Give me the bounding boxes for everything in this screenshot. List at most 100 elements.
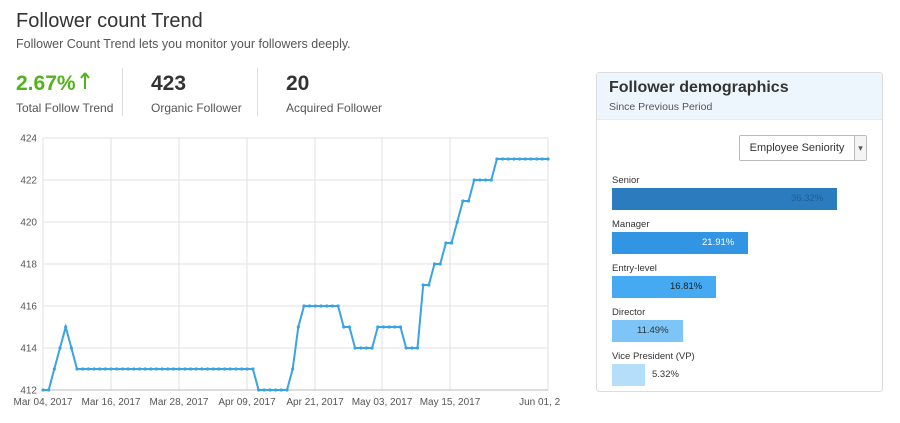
data-point[interactable] [483,178,488,182]
data-point[interactable] [495,157,499,161]
seniority-select[interactable]: Employee Seniority ▾ [739,135,867,161]
data-point[interactable] [257,388,261,392]
data-point[interactable] [461,199,465,203]
data-point[interactable] [52,367,56,371]
data-point[interactable] [523,157,527,161]
y-tick-label: 420 [20,218,37,229]
data-point[interactable] [540,157,544,161]
data-point[interactable] [449,241,454,245]
data-point[interactable] [69,346,73,350]
data-point[interactable] [546,157,550,161]
data-point[interactable] [466,199,471,203]
data-point[interactable] [319,304,323,308]
data-point[interactable] [188,367,193,371]
data-point[interactable] [376,325,380,329]
data-point[interactable] [330,304,334,308]
data-point[interactable] [245,367,249,371]
data-point[interactable] [364,346,369,350]
data-point[interactable] [98,367,102,371]
data-point[interactable] [64,325,68,329]
data-point[interactable] [336,304,340,308]
chevron-down-icon[interactable]: ▾ [854,136,866,160]
data-point[interactable] [291,367,295,371]
data-point[interactable] [296,325,300,329]
data-point[interactable] [325,304,329,308]
data-point[interactable] [506,157,510,161]
data-point[interactable] [75,367,79,371]
data-point[interactable] [132,367,136,371]
data-point[interactable] [274,388,278,392]
data-point[interactable] [535,157,539,161]
data-point[interactable] [149,367,153,371]
demographic-bar[interactable] [612,276,716,298]
follower-trend-svg[interactable]: 412 414 416 418 420 422 424 Mar 04, 2017 Mar 16,… [0,128,560,418]
data-point[interactable] [421,283,425,287]
data-point[interactable] [194,367,198,371]
demographic-bar[interactable] [612,188,837,210]
data-point[interactable] [415,346,420,350]
data-point[interactable] [347,325,352,329]
data-point[interactable] [47,388,51,392]
data-point[interactable] [177,367,181,371]
data-point[interactable] [251,367,255,371]
follower-trend-chart[interactable]: 412 414 416 418 420 422 424 Mar 04, 2017 Mar 16,… [0,128,560,418]
data-point[interactable] [455,220,459,224]
data-point[interactable] [370,346,374,350]
data-point[interactable] [353,346,357,350]
data-point[interactable] [166,367,170,371]
data-point[interactable] [427,283,431,287]
data-point[interactable] [200,367,204,371]
data-point[interactable] [137,367,142,371]
data-point[interactable] [154,367,159,371]
data-point[interactable] [393,325,397,329]
data-point[interactable] [217,367,221,371]
data-point[interactable] [302,304,306,308]
demographic-bar[interactable] [612,320,683,342]
data-point[interactable] [126,367,130,371]
data-point[interactable] [313,304,317,308]
data-point[interactable] [81,367,85,371]
data-point[interactable] [410,346,414,350]
data-point[interactable] [205,367,210,371]
data-point[interactable] [404,346,408,350]
data-point[interactable] [478,178,482,182]
data-point[interactable] [438,262,442,266]
data-point[interactable] [228,367,232,371]
data-point[interactable] [381,325,386,329]
data-point[interactable] [432,262,437,266]
data-point[interactable] [279,388,283,392]
data-point[interactable] [115,367,119,371]
data-point[interactable] [262,388,266,392]
data-point[interactable] [234,367,238,371]
data-point[interactable] [285,388,289,392]
data-point[interactable] [472,178,476,182]
data-point[interactable] [183,367,187,371]
data-point[interactable] [387,325,391,329]
data-point[interactable] [444,241,448,245]
data-point[interactable] [109,367,113,371]
data-point[interactable] [58,346,62,350]
data-point[interactable] [342,325,346,329]
data-point[interactable] [518,157,522,161]
data-point[interactable] [489,178,493,182]
data-point[interactable] [120,367,125,371]
data-point[interactable] [398,325,403,329]
data-point[interactable] [359,346,363,350]
data-point[interactable] [239,367,244,371]
data-point[interactable] [143,367,147,371]
demographic-bar[interactable] [612,232,748,254]
data-point[interactable] [529,157,533,161]
data-point[interactable] [211,367,215,371]
data-point[interactable] [160,367,164,371]
data-point[interactable] [103,367,108,371]
data-point[interactable] [41,388,45,392]
data-point[interactable] [512,157,516,161]
data-point[interactable] [92,367,96,371]
data-point[interactable] [268,388,272,392]
demographic-bar[interactable] [612,364,645,386]
data-point[interactable] [171,367,176,371]
data-point[interactable] [222,367,227,371]
data-point[interactable] [308,304,312,308]
data-point[interactable] [501,157,505,161]
data-point[interactable] [86,367,90,371]
